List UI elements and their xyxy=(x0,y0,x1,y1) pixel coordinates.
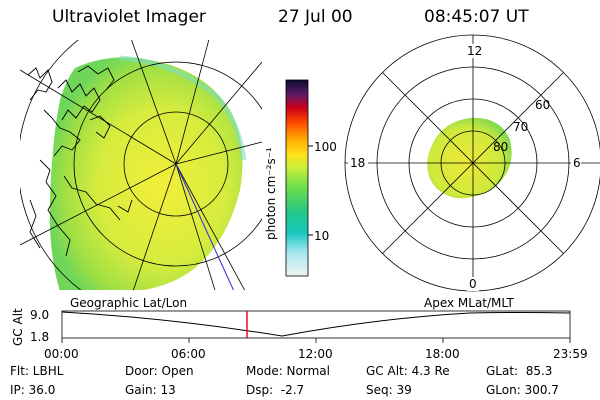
door-status: Door: Open xyxy=(125,364,194,378)
mlt-12-label: 12 xyxy=(467,44,483,58)
mlat-60-label: 60 xyxy=(535,98,551,112)
mlt-0-label: 0 xyxy=(469,277,477,291)
polar-plot xyxy=(344,34,600,292)
colorbar-unit-label: photon cm⁻²s⁻¹ xyxy=(264,147,278,240)
time-tick-0: 00:00 xyxy=(44,347,79,361)
flt-status: Flt: LBHL xyxy=(10,364,64,378)
gain-status: Gain: 13 xyxy=(125,383,176,397)
y-bottom-label: 1.8 xyxy=(30,330,50,344)
gc-alt-status: GC Alt: 4.3 Re xyxy=(366,364,450,378)
app-title: Ultraviolet Imager xyxy=(52,7,206,27)
colorbar xyxy=(285,79,313,277)
mlat-70-label: 70 xyxy=(513,120,529,134)
time-label: 08:45:07 UT xyxy=(424,7,529,27)
mlt-6-label: 6 xyxy=(573,156,581,170)
date-label: 27 Jul 00 xyxy=(278,7,353,27)
mode-status: Mode: Normal xyxy=(246,364,330,378)
seq-status: Seq: 39 xyxy=(366,383,412,397)
gc-alt-axis-label: GC Alt xyxy=(11,308,25,346)
mlt-18-label: 18 xyxy=(350,156,366,170)
earth-image xyxy=(20,40,262,290)
glat-status: GLat: 85.3 xyxy=(486,364,553,378)
ip-status: IP: 36.0 xyxy=(10,383,56,397)
glon-status: GLon: 300.7 xyxy=(486,383,559,397)
time-tick-2: 12:00 xyxy=(298,347,333,361)
mlat-80-label: 80 xyxy=(493,140,509,154)
geographic-label: Geographic Lat/Lon xyxy=(70,296,188,310)
time-tick-1: 06:00 xyxy=(171,347,206,361)
colorbar-tick-100: 100 xyxy=(314,140,337,154)
dsp-status: Dsp: -2.7 xyxy=(246,383,305,397)
timeline-plot xyxy=(61,310,571,343)
colorbar-tick-10: 10 xyxy=(314,229,330,243)
time-tick-4: 23:59 xyxy=(553,347,588,361)
y-top-label: 9.0 xyxy=(30,308,50,322)
apex-label: Apex MLat/MLT xyxy=(424,296,514,310)
time-tick-3: 18:00 xyxy=(425,347,460,361)
